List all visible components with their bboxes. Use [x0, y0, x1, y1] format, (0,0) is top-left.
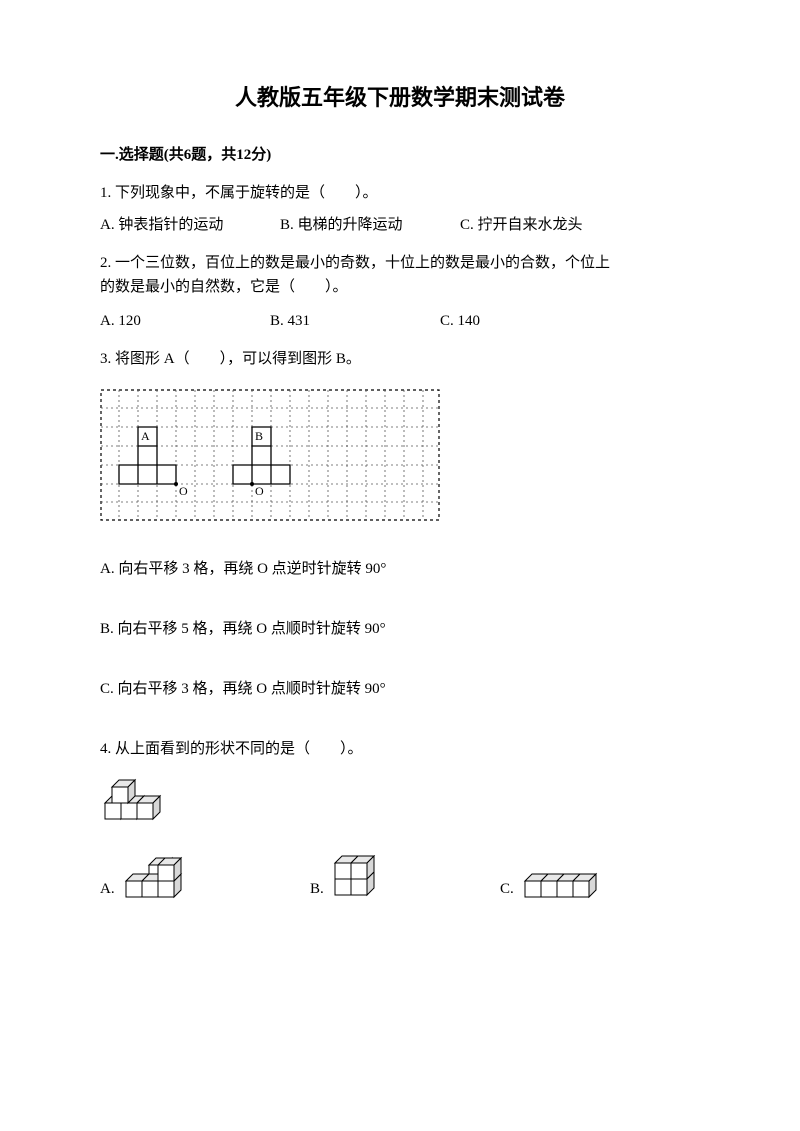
q1-options: A. 钟表指针的运动 B. 电梯的升降运动 C. 拧开自来水龙头	[100, 213, 700, 237]
q4-options: A.	[100, 853, 700, 903]
svg-text:A: A	[141, 429, 150, 443]
q4-c-label: C.	[500, 877, 514, 901]
question-4: 4. 从上面看到的形状不同的是（ ）。	[100, 737, 700, 903]
q1-text: 1. 下列现象中，不属于旋转的是（ ）。	[100, 181, 700, 205]
q2-option-a[interactable]: A. 120	[100, 309, 270, 333]
q2-option-b[interactable]: B. 431	[270, 309, 440, 333]
q4-reference-figure	[100, 775, 700, 825]
q3-option-b[interactable]: B. 向右平移 5 格，再绕 O 点顺时针旋转 90°	[100, 617, 700, 641]
q2-line2: 的数是最小的自然数，它是（ ）。	[100, 275, 700, 299]
q4-a-label: A.	[100, 877, 115, 901]
question-1: 1. 下列现象中，不属于旋转的是（ ）。 A. 钟表指针的运动 B. 电梯的升降…	[100, 181, 700, 237]
q2-options: A. 120 B. 431 C. 140	[100, 309, 700, 333]
svg-text:O: O	[179, 484, 188, 498]
q3-option-c[interactable]: C. 向右平移 3 格，再绕 O 点顺时针旋转 90°	[100, 677, 700, 701]
q3-grid-figure: A O B O	[100, 389, 700, 529]
q2-option-c[interactable]: C. 140	[440, 309, 610, 333]
q1-option-b[interactable]: B. 电梯的升降运动	[280, 213, 460, 237]
question-2: 2. 一个三位数，百位上的数是最小的奇数，十位上的数是最小的合数，个位上 的数是…	[100, 251, 700, 333]
q2-line1: 2. 一个三位数，百位上的数是最小的奇数，十位上的数是最小的合数，个位上	[100, 251, 700, 275]
q3-option-a[interactable]: A. 向右平移 3 格，再绕 O 点逆时针旋转 90°	[100, 557, 700, 581]
q1-option-c[interactable]: C. 拧开自来水龙头	[460, 213, 640, 237]
q4-text: 4. 从上面看到的形状不同的是（ ）。	[100, 737, 700, 761]
svg-text:B: B	[255, 429, 263, 443]
question-3: 3. 将图形 A（ ），可以得到图形 B。	[100, 347, 700, 701]
page-title: 人教版五年级下册数学期末测试卷	[100, 80, 700, 115]
q4-option-a[interactable]: A.	[100, 853, 310, 903]
q4-option-b[interactable]: B.	[310, 855, 500, 903]
q4-option-c[interactable]: C.	[500, 869, 660, 903]
svg-text:O: O	[255, 484, 264, 498]
q4-b-label: B.	[310, 877, 324, 901]
section-header: 一.选择题(共6题，共12分)	[100, 143, 700, 167]
q3-text: 3. 将图形 A（ ），可以得到图形 B。	[100, 347, 700, 371]
q1-option-a[interactable]: A. 钟表指针的运动	[100, 213, 280, 237]
